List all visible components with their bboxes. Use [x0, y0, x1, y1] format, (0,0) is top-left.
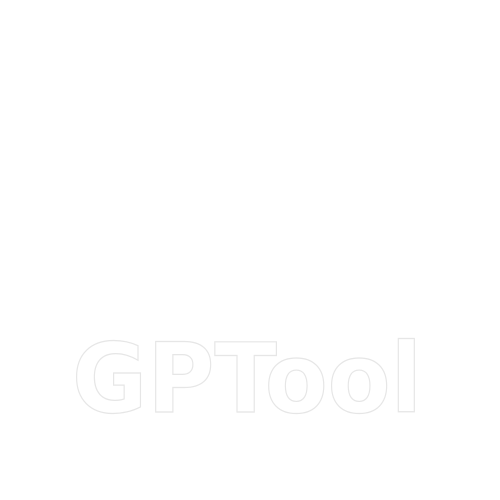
gptool-logo-svg: GPTool — [72, 322, 423, 428]
gptool-wordmark: GPTool — [72, 323, 422, 428]
gptool-logo: GPTool — [72, 318, 428, 428]
